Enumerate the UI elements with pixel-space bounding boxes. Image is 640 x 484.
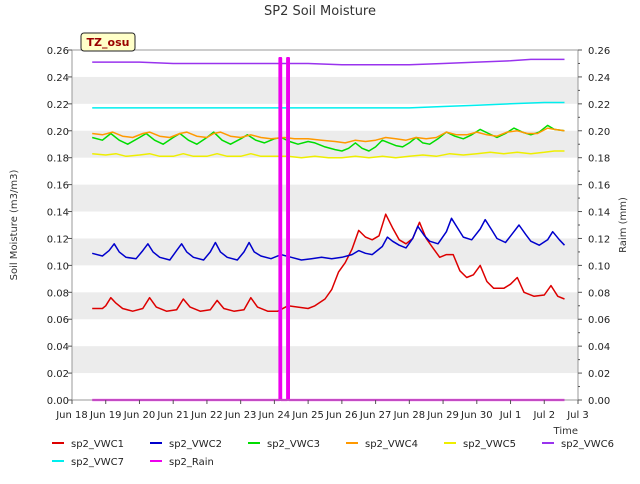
x-tick-label: Jun 28 [393, 410, 426, 421]
series-line-sp2-vwc1 [92, 213, 565, 312]
y2-tick-label: 0.08 [588, 288, 610, 299]
y-tick-label: 0.06 [47, 315, 69, 326]
legend-label: sp2_Rain [169, 457, 214, 468]
x-tick-label: Jul 1 [499, 410, 522, 421]
legend-label: sp2_VWC6 [561, 439, 614, 450]
y-tick-label: 0.20 [47, 127, 69, 138]
legend-label: sp2_VWC4 [365, 439, 418, 450]
legend: sp2_VWC1 sp2_VWC2 sp2_VWC3 sp2_VWC4 sp2_VWC5… [52, 439, 614, 468]
y2-tick-label: 0.00 [588, 396, 610, 407]
y2-tick-label: 0.24 [588, 73, 610, 84]
series-layer [92, 57, 566, 402]
grid-band [72, 76, 578, 104]
grid-band [72, 346, 578, 374]
y-tick-label: 0.10 [47, 261, 69, 272]
y-tick-label: 0.02 [47, 369, 69, 380]
y-axis-left: 0.00 0.02 0.04 0.06 0.08 0.10 0.12 0.14 0.16 0.18… [47, 46, 72, 407]
y2-tick-label: 0.10 [588, 261, 610, 272]
x-axis-label: Time [553, 426, 578, 437]
y-tick-label: 0.16 [47, 181, 69, 192]
x-tick-label: Jun 30 [460, 410, 493, 421]
y2-tick-label: 0.20 [588, 127, 610, 138]
y2-tick-label: 0.16 [588, 181, 610, 192]
x-tick-label: Jun 24 [258, 410, 291, 421]
y-tick-label: 0.08 [47, 288, 69, 299]
x-tick-label: Jun 27 [359, 410, 392, 421]
grid-bands [72, 76, 578, 374]
grid-band [72, 184, 578, 212]
y-axis-right: 0.00 0.02 0.04 0.06 0.08 0.10 0.12 0.14 0.16 0.18… [578, 46, 610, 407]
y-tick-label: 0.26 [47, 46, 69, 57]
series-line-sp2-vwc2 [92, 217, 566, 261]
chart-title: SP2 Soil Moisture [264, 4, 376, 19]
x-tick-label: Jul 2 [532, 410, 555, 421]
y2-tick-label: 0.06 [588, 315, 610, 326]
x-tick-label: Jun 23 [224, 410, 257, 421]
x-tick-label: Jun 26 [325, 410, 358, 421]
grid-band [72, 238, 578, 266]
y2-axis-label: Raim (mm) [618, 197, 629, 253]
x-tick-label: Jun 29 [426, 410, 459, 421]
y-tick-label: 0.18 [47, 154, 69, 165]
series-line-sp2-vwc5 [92, 150, 565, 159]
x-axis: Jun 18 Jun 19 Jun 20 Jun 21 Jun 22 Jun 23 Jun … [55, 400, 589, 421]
y2-tick-label: 0.22 [588, 100, 610, 111]
y2-tick-label: 0.04 [588, 342, 610, 353]
series-line-sp2-vwc6 [92, 58, 565, 66]
x-tick-label: Jun 18 [55, 410, 88, 421]
x-tick-label: Jun 22 [190, 410, 223, 421]
y2-tick-label: 0.18 [588, 154, 610, 165]
y-tick-label: 0.24 [47, 73, 69, 84]
series-line-sp2-vwc4 [92, 127, 565, 144]
legend-label: sp2_VWC2 [169, 439, 222, 450]
legend-label: sp2_VWC7 [71, 457, 124, 468]
legend-label: sp2_VWC3 [267, 439, 320, 450]
y-tick-label: 0.04 [47, 342, 69, 353]
site-badge-label: TZ_osu [87, 36, 130, 49]
x-tick-label: Jul 3 [566, 410, 589, 421]
x-tick-label: Jun 19 [89, 410, 122, 421]
y2-tick-label: 0.26 [588, 46, 610, 57]
y-tick-label: 0.12 [47, 234, 69, 245]
y-tick-label: 0.00 [47, 396, 69, 407]
y-tick-label: 0.22 [47, 100, 69, 111]
x-tick-label: Jun 25 [291, 410, 324, 421]
series-line-sp2-vwc7 [92, 101, 565, 109]
legend-label: sp2_VWC1 [71, 439, 124, 450]
y-tick-label: 0.14 [47, 208, 69, 219]
x-tick-label: Jun 21 [156, 410, 189, 421]
x-tick-label: Jun 20 [123, 410, 156, 421]
grid-band [72, 292, 578, 320]
site-badge: TZ_osu [80, 32, 136, 52]
y2-tick-label: 0.02 [588, 369, 610, 380]
y-axis-label: Soil Moisture (m3/m3) [9, 170, 20, 281]
y2-tick-label: 0.12 [588, 234, 610, 245]
y2-tick-label: 0.14 [588, 208, 610, 219]
legend-label: sp2_VWC5 [463, 439, 516, 450]
